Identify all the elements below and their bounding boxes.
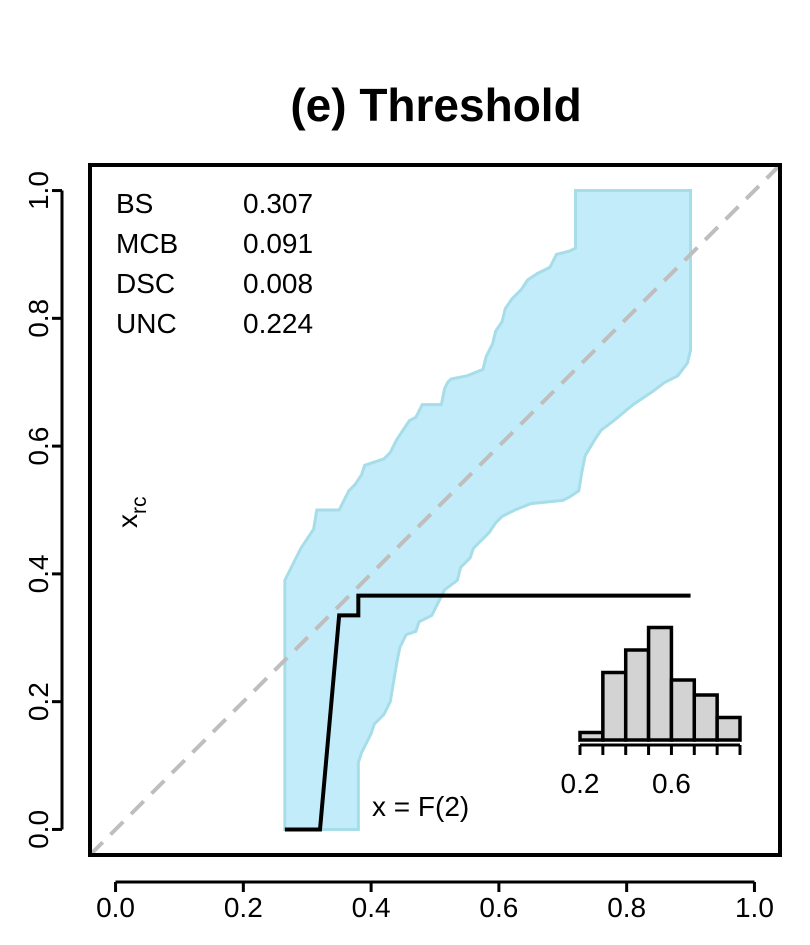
x-tick-label: 0.0	[96, 892, 135, 923]
chart-title: (e) Threshold	[290, 79, 582, 131]
score-label: UNC	[116, 308, 177, 339]
y-axis-label: xrc	[112, 497, 151, 529]
score-label: MCB	[116, 228, 178, 259]
histogram-bar	[578, 730, 605, 742]
y-tick-label: 0.2	[23, 682, 54, 721]
score-value: 0.008	[243, 268, 313, 299]
plot-frame	[88, 163, 782, 857]
histogram-bar	[692, 693, 719, 742]
reliability-curve-layer	[284, 593, 691, 832]
x-tick-label: 0.6	[479, 892, 518, 923]
y-tick-label: 0.4	[23, 554, 54, 593]
x-annotation: x = F(2)	[372, 791, 469, 822]
x-tick-label: 0.8	[607, 892, 646, 923]
score-label: BS	[116, 188, 153, 219]
score-label: DSC	[116, 268, 175, 299]
histogram-bar	[669, 678, 697, 742]
score-table: BS 0.307 MCB 0.091 DSC 0.008 UNC 0.224	[116, 188, 313, 339]
reliability-curve	[284, 593, 691, 832]
inset-tick-label: 0.6	[652, 768, 691, 799]
x-tick-label: 0.4	[352, 892, 391, 923]
confidence-band-layer	[283, 189, 693, 831]
y-tick-label: 0.8	[23, 299, 54, 338]
score-value: 0.307	[243, 188, 313, 219]
score-value: 0.224	[243, 308, 313, 339]
y-tick-label: 0.6	[23, 427, 54, 466]
histogram-bar	[601, 670, 628, 742]
diagonal-line	[88, 163, 782, 857]
y-tick-label: 1.0	[23, 171, 54, 210]
confidence-band	[283, 189, 693, 831]
x-tick-label: 1.0	[735, 892, 774, 923]
y-tick-label: 0.0	[23, 810, 54, 849]
histogram-bar	[623, 648, 651, 742]
inset-tick-label: 0.2	[561, 768, 600, 799]
histogram-bar	[715, 715, 742, 742]
score-value: 0.091	[243, 228, 313, 259]
diagonal-reference-layer	[88, 163, 782, 857]
x-tick-label: 0.2	[224, 892, 263, 923]
axes-layer: 0.0 0.2 0.4 0.6 0.8 1.0 0.0 0.2 0.4 0.6 0.8 1.0	[23, 171, 774, 923]
histogram-bar	[646, 625, 674, 742]
inset-histogram: 0.2 0.6	[561, 625, 742, 799]
